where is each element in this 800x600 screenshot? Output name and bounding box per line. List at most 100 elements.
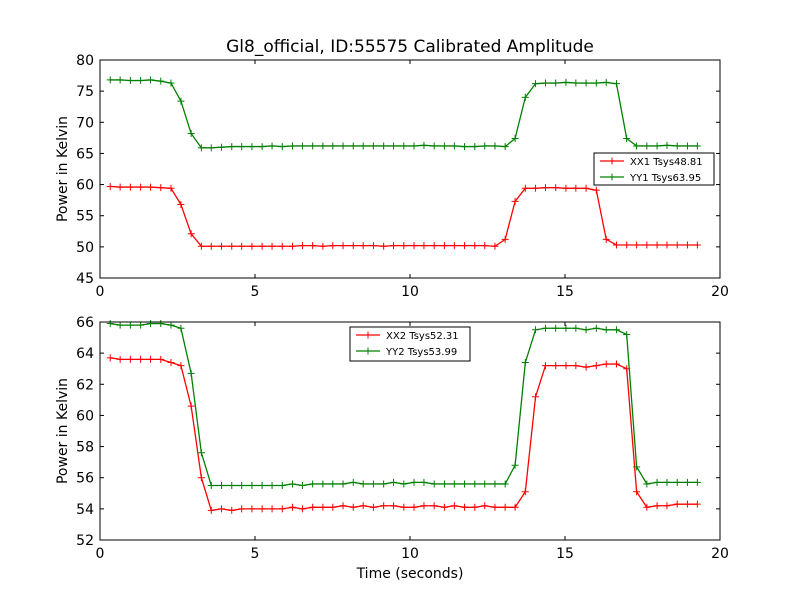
data-point (349, 503, 357, 511)
legend-box (349, 326, 471, 362)
data-point (167, 321, 175, 329)
data-point (430, 242, 438, 250)
data-point (541, 184, 549, 192)
data-point (430, 502, 438, 510)
data-point (693, 142, 701, 150)
data-point (541, 324, 549, 332)
data-point (268, 482, 276, 489)
data-point (177, 324, 185, 332)
plot-1: 0 5 10 15 20 45 50 55 60 65 70 75 80 Power in Kelvin X… (55, 53, 729, 300)
data-point (430, 142, 438, 150)
data-point (410, 478, 418, 486)
data-point (137, 355, 145, 363)
data-point (298, 142, 306, 150)
data-point (126, 355, 134, 363)
y-tick-label: 55 (76, 209, 94, 225)
data-point (289, 142, 297, 150)
series-yy1 (106, 76, 701, 152)
data-point (582, 326, 590, 334)
data-point (309, 242, 317, 250)
data-point (663, 478, 671, 486)
data-point (258, 143, 266, 151)
data-point (309, 480, 317, 488)
data-point (126, 183, 134, 191)
data-point (693, 478, 701, 486)
data-point (552, 184, 560, 192)
legend-marker (364, 331, 372, 339)
data-point (501, 235, 509, 243)
data-point (218, 482, 226, 489)
data-point (177, 97, 185, 105)
data-point (572, 79, 580, 87)
data-point (440, 142, 448, 150)
data-point (278, 505, 286, 513)
data-point (319, 142, 327, 150)
data-point (481, 502, 489, 510)
data-point (268, 242, 276, 250)
data-point (450, 142, 458, 150)
data-point (592, 324, 600, 332)
data-point (521, 184, 529, 192)
data-point (582, 79, 590, 87)
data-point (592, 186, 600, 194)
data-point (228, 143, 236, 151)
data-point (147, 76, 155, 84)
data-point (319, 242, 327, 250)
data-point (106, 76, 114, 84)
data-point (511, 134, 519, 142)
data-point (359, 480, 367, 488)
y-tick-label: 64 (76, 346, 94, 362)
data-point (501, 480, 509, 488)
data-point (238, 143, 246, 151)
data-point (289, 242, 297, 250)
data-point (673, 241, 681, 249)
data-point (369, 503, 377, 511)
y-tick-label: 70 (76, 115, 94, 131)
data-point (106, 354, 114, 362)
data-point (450, 242, 458, 250)
data-point (238, 505, 246, 513)
legend-label: YY2 Tsys53.99 (385, 347, 457, 358)
data-point (157, 355, 165, 363)
data-point (278, 242, 286, 250)
data-point (238, 242, 246, 250)
data-point (461, 143, 469, 151)
y-tick-label: 45 (76, 271, 94, 287)
data-point (643, 480, 651, 488)
data-point (683, 142, 691, 150)
data-point (673, 142, 681, 150)
x-tick-label: 0 (96, 284, 105, 300)
data-point (511, 503, 519, 511)
data-point (532, 326, 540, 334)
data-point (501, 503, 509, 511)
data-point (623, 330, 631, 338)
x-tick-label: 20 (711, 284, 729, 300)
data-point (653, 478, 661, 486)
data-point (147, 320, 155, 328)
data-point (278, 143, 286, 151)
data-point (369, 142, 377, 150)
data-point (410, 142, 418, 150)
legend: XX2 Tsys52.31 YY2 Tsys53.99 (349, 326, 471, 362)
data-point (420, 478, 428, 486)
data-point (562, 78, 570, 86)
data-point (339, 142, 347, 150)
data-point (380, 502, 388, 510)
data-point (501, 143, 509, 151)
data-point (359, 242, 367, 250)
y-tick-label: 62 (76, 377, 94, 393)
data-point (491, 242, 499, 250)
x-tick-label: 10 (401, 284, 419, 300)
series-xx2 (106, 354, 701, 514)
data-point (197, 474, 205, 482)
series-yy2 (106, 320, 701, 489)
data-point (106, 320, 114, 328)
legend-marker (608, 157, 616, 165)
data-point (197, 144, 205, 152)
data-point (319, 503, 327, 511)
x-tick-label: 15 (556, 546, 574, 562)
data-point (390, 142, 398, 150)
data-point (369, 242, 377, 250)
